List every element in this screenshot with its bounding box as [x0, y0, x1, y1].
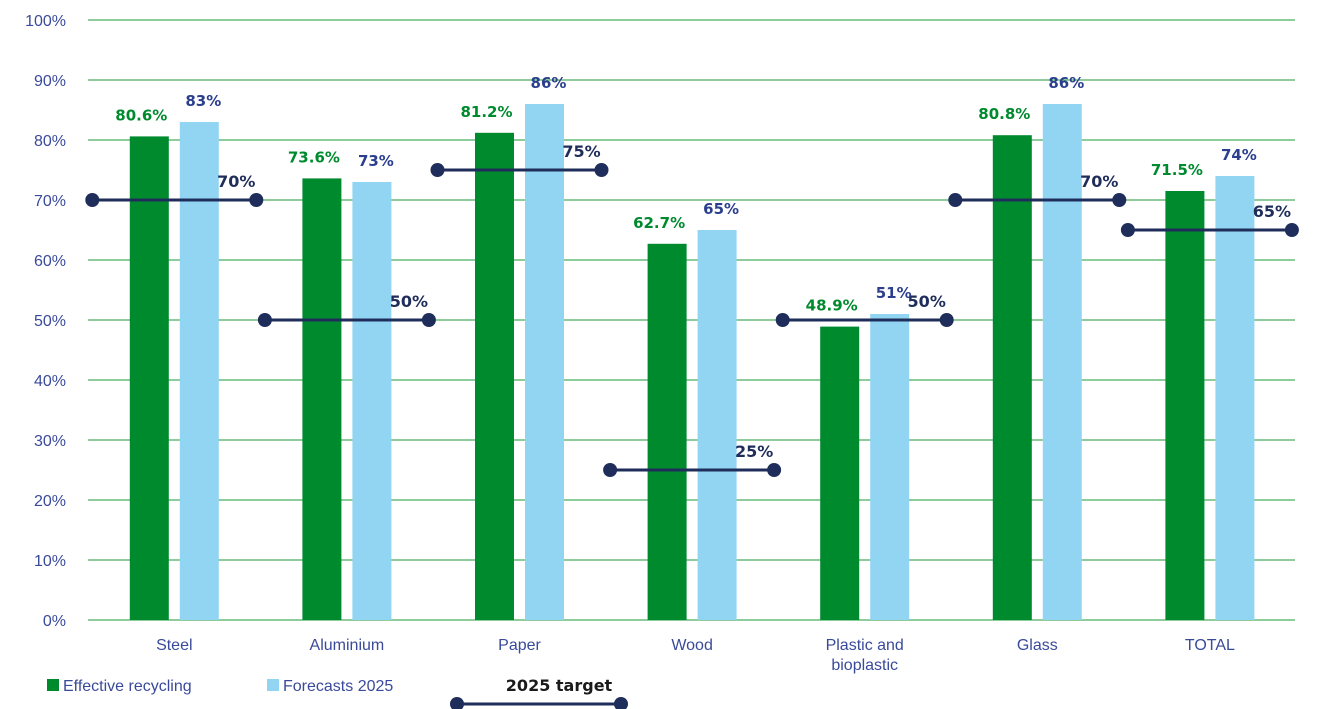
bar-forecast [870, 314, 910, 620]
bar-effective [992, 135, 1032, 620]
bar-forecast [697, 230, 737, 620]
data-label: 86% [1048, 74, 1084, 92]
x-category-label: Aluminium [310, 637, 385, 654]
legend-swatch-forecast [267, 679, 279, 691]
y-tick-label: 20% [34, 493, 66, 510]
target-dot [1284, 223, 1299, 237]
bar-effective [820, 326, 860, 620]
data-label: 80.6% [115, 106, 167, 124]
x-category-label: Plastic and [826, 637, 904, 654]
target-label: 75% [562, 142, 600, 161]
target-label: 25% [735, 442, 773, 461]
data-label: 48.9% [806, 297, 858, 315]
data-label: 86% [531, 74, 567, 92]
x-axis: Steel Aluminium Paper Wood Plastic and biopla… [156, 637, 1235, 674]
y-tick-label: 40% [34, 373, 66, 390]
data-label: 81.2% [460, 103, 512, 121]
y-tick-label: 50% [34, 313, 66, 330]
legend-target-dot-right [614, 697, 628, 709]
legend-label-forecast: Forecasts 2025 [283, 678, 393, 695]
data-label: 74% [1221, 146, 1257, 164]
legend: Effective recycling Forecasts 2025 2025 … [47, 676, 628, 709]
target-dot [939, 313, 954, 327]
bars [129, 104, 1255, 621]
data-label: 51% [876, 284, 912, 302]
y-tick-label: 60% [34, 253, 66, 270]
y-tick-label: 0% [43, 613, 66, 630]
y-tick-label: 70% [34, 193, 66, 210]
y-axis: 0% 10% 20% 30% 40% 50% 60% 70% 80% 90% 100% [25, 13, 66, 630]
target-dot [430, 163, 445, 177]
x-category-label: Steel [156, 637, 192, 654]
data-label: 73.6% [288, 148, 340, 166]
x-category-label: Wood [671, 637, 713, 654]
data-label: 73% [358, 152, 394, 170]
y-tick-label: 10% [34, 553, 66, 570]
legend-label-effective: Effective recycling [63, 678, 192, 695]
target-dot [85, 193, 100, 207]
data-label: 62.7% [633, 214, 685, 232]
y-tick-label: 30% [34, 433, 66, 450]
bar-forecast [352, 182, 392, 620]
legend-target-dot-left [450, 697, 464, 709]
x-category-label: TOTAL [1185, 637, 1235, 654]
y-tick-label: 100% [25, 13, 66, 30]
bar-effective [302, 178, 342, 620]
bar-effective [647, 243, 687, 621]
target-dot [594, 163, 609, 177]
target-dot [775, 313, 790, 327]
target-lines: 70% 50% 75% 25% 50% 70% 65% [85, 142, 1299, 477]
legend-swatch-effective [47, 679, 59, 691]
data-label: 83% [185, 92, 221, 110]
target-dot [257, 313, 272, 327]
target-dot [421, 313, 436, 327]
x-category-label: Glass [1017, 637, 1058, 654]
data-labels: 80.6% 83% 73.6% 73% 81.2% 86% 62.7% 65% 48.9% 51%… [115, 74, 1257, 315]
target-label: 70% [217, 172, 255, 191]
target-label: 50% [390, 292, 428, 311]
target-dot [1112, 193, 1127, 207]
data-label: 71.5% [1151, 161, 1203, 179]
y-tick-label: 80% [34, 133, 66, 150]
target-dot [603, 463, 618, 477]
bar-forecast [179, 122, 219, 620]
target-label: 65% [1253, 202, 1291, 221]
target-dot [948, 193, 963, 207]
target-dot [767, 463, 782, 477]
legend-label-target: 2025 target [506, 676, 613, 695]
data-label: 65% [703, 200, 739, 218]
bar-effective [1165, 191, 1205, 620]
y-tick-label: 90% [34, 73, 66, 90]
bar-effective [129, 136, 169, 620]
target-dot [249, 193, 264, 207]
x-category-label: Paper [498, 637, 541, 654]
target-label: 50% [908, 292, 946, 311]
bar-forecast [525, 104, 564, 620]
x-category-label: bioplastic [831, 657, 898, 674]
target-label: 70% [1080, 172, 1118, 191]
target-dot [1120, 223, 1135, 237]
bar-effective [475, 132, 514, 621]
bar-forecast [1042, 104, 1082, 620]
bar-forecast [1215, 176, 1255, 620]
data-label: 80.8% [978, 105, 1030, 123]
